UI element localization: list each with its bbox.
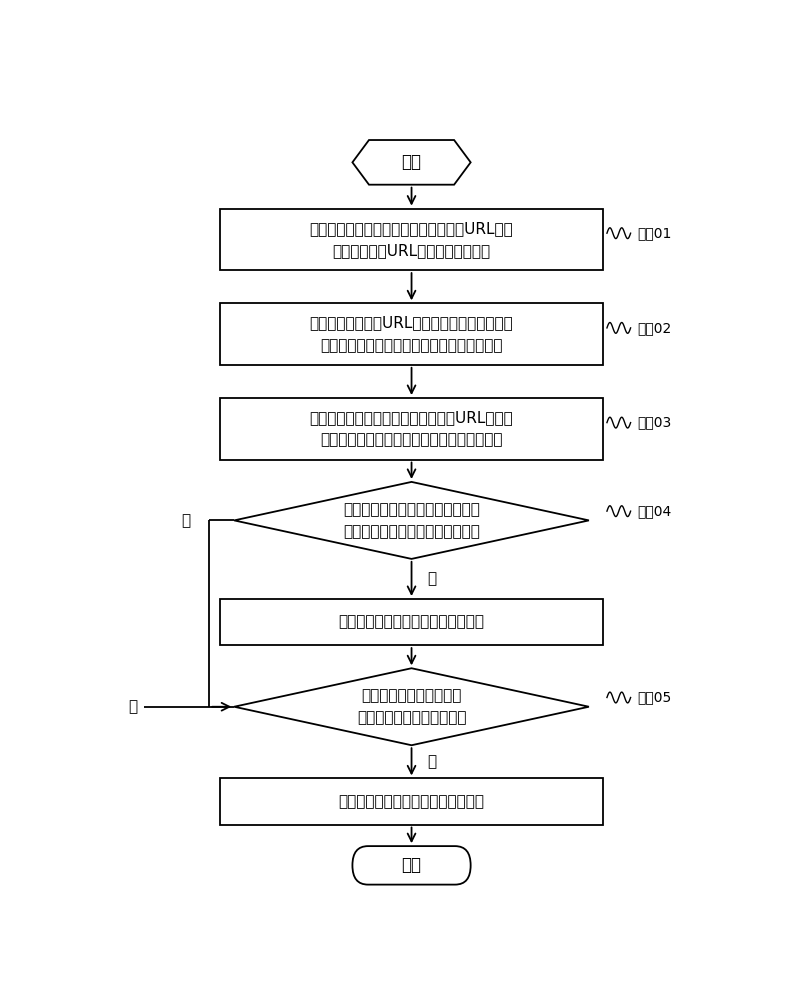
FancyBboxPatch shape xyxy=(220,209,602,270)
Polygon shape xyxy=(352,140,470,185)
Text: 否: 否 xyxy=(128,699,138,714)
FancyBboxPatch shape xyxy=(220,778,602,825)
Text: 当检测到根据所述URL地址打开的相应页面出现
异常时，发送相应的第一告警信息至管理人员: 当检测到根据所述URL地址打开的相应页面出现 异常时，发送相应的第一告警信息至管… xyxy=(310,315,512,353)
Polygon shape xyxy=(234,668,588,745)
Text: 否: 否 xyxy=(427,571,435,586)
Text: 步骤01: 步骤01 xyxy=(636,226,670,240)
Text: 发送相应的第三告警信息至管理人员: 发送相应的第三告警信息至管理人员 xyxy=(338,794,484,809)
FancyBboxPatch shape xyxy=(220,599,602,645)
Text: 根据设置的爬取节点遍历节点下所有的URL地址
，并根据所述URL地址打开相应页面: 根据设置的爬取节点遍历节点下所有的URL地址 ，并根据所述URL地址打开相应页面 xyxy=(310,221,512,258)
FancyBboxPatch shape xyxy=(220,303,602,365)
Polygon shape xyxy=(234,482,588,559)
Text: 步骤02: 步骤02 xyxy=(636,321,670,335)
Text: 判断所述商品的库存信息
是否表示该商品的库存不足: 判断所述商品的库存信息 是否表示该商品的库存不足 xyxy=(356,688,466,725)
Text: 是: 是 xyxy=(181,513,190,528)
Text: 开始: 开始 xyxy=(401,153,421,171)
Text: 步骤03: 步骤03 xyxy=(636,416,670,430)
Text: 发送相应的第二告警信息至管理人员: 发送相应的第二告警信息至管理人员 xyxy=(338,615,484,630)
Text: 根据设置的爬取规则，爬取根据所述URL地址打
开的相应页面上的商品的属性信息和库存信息: 根据设置的爬取规则，爬取根据所述URL地址打 开的相应页面上的商品的属性信息和库… xyxy=(310,410,512,447)
Text: 判断商品的属性信息与配置文件中
设置的该商品的属性信息是否一致: 判断商品的属性信息与配置文件中 设置的该商品的属性信息是否一致 xyxy=(342,502,480,539)
Text: 步骤04: 步骤04 xyxy=(636,504,670,518)
Text: 步骤05: 步骤05 xyxy=(636,690,670,704)
Text: 结束: 结束 xyxy=(401,856,421,874)
Text: 是: 是 xyxy=(427,754,435,769)
FancyBboxPatch shape xyxy=(220,398,602,460)
FancyBboxPatch shape xyxy=(352,846,470,885)
